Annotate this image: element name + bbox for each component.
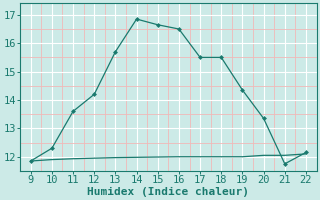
X-axis label: Humidex (Indice chaleur): Humidex (Indice chaleur) bbox=[87, 186, 249, 197]
